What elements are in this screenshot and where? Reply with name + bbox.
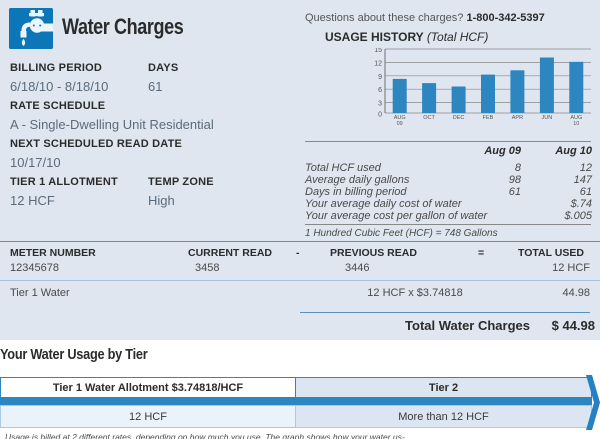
svg-text:OCT: OCT [423, 115, 435, 121]
svg-text:APR: APR [512, 115, 523, 121]
svg-text:0: 0 [378, 112, 382, 119]
svg-text:15: 15 [374, 48, 382, 54]
svg-text:JUN: JUN [542, 115, 553, 121]
svg-text:10: 10 [573, 121, 579, 127]
svg-text:3: 3 [378, 101, 382, 108]
svg-text:9: 9 [378, 74, 382, 81]
svg-text:DEC: DEC [453, 115, 465, 121]
svg-text:6: 6 [378, 87, 382, 94]
svg-text:09: 09 [397, 121, 403, 127]
svg-text:FEB: FEB [483, 115, 494, 121]
svg-text:12: 12 [374, 60, 382, 67]
